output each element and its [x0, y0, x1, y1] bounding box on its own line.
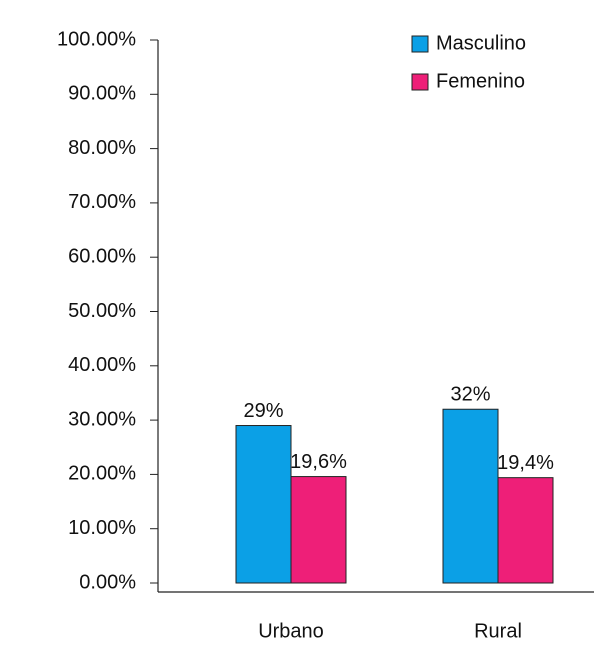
y-tick-label: 30.00% — [68, 408, 136, 430]
bar — [497, 477, 554, 584]
y-tick-label: 60.00% — [68, 245, 136, 267]
value-label: 32% — [450, 384, 490, 406]
legend-label: Masculino — [436, 32, 526, 54]
value-label: 19,6% — [290, 451, 347, 473]
y-tick-label: 100.00% — [57, 28, 136, 50]
bar — [290, 476, 347, 584]
y-tick-label: 0.00% — [79, 571, 136, 593]
bar — [235, 425, 292, 584]
legend-swatch — [411, 73, 429, 91]
x-tick-label: Rural — [474, 620, 522, 642]
y-tick-label: 70.00% — [68, 191, 136, 213]
value-label: 19,4% — [497, 452, 554, 474]
y-tick-label: 20.00% — [68, 463, 136, 485]
legend-label: Femenino — [436, 70, 525, 92]
value-label: 29% — [243, 400, 283, 422]
y-tick-label: 90.00% — [68, 83, 136, 105]
legend-swatch — [411, 35, 429, 53]
x-tick-label: Urbano — [258, 620, 324, 642]
y-tick-label: 80.00% — [68, 137, 136, 159]
y-tick-label: 10.00% — [68, 517, 136, 539]
bar — [442, 408, 499, 584]
y-tick-label: 50.00% — [68, 300, 136, 322]
y-tick-label: 40.00% — [68, 354, 136, 376]
